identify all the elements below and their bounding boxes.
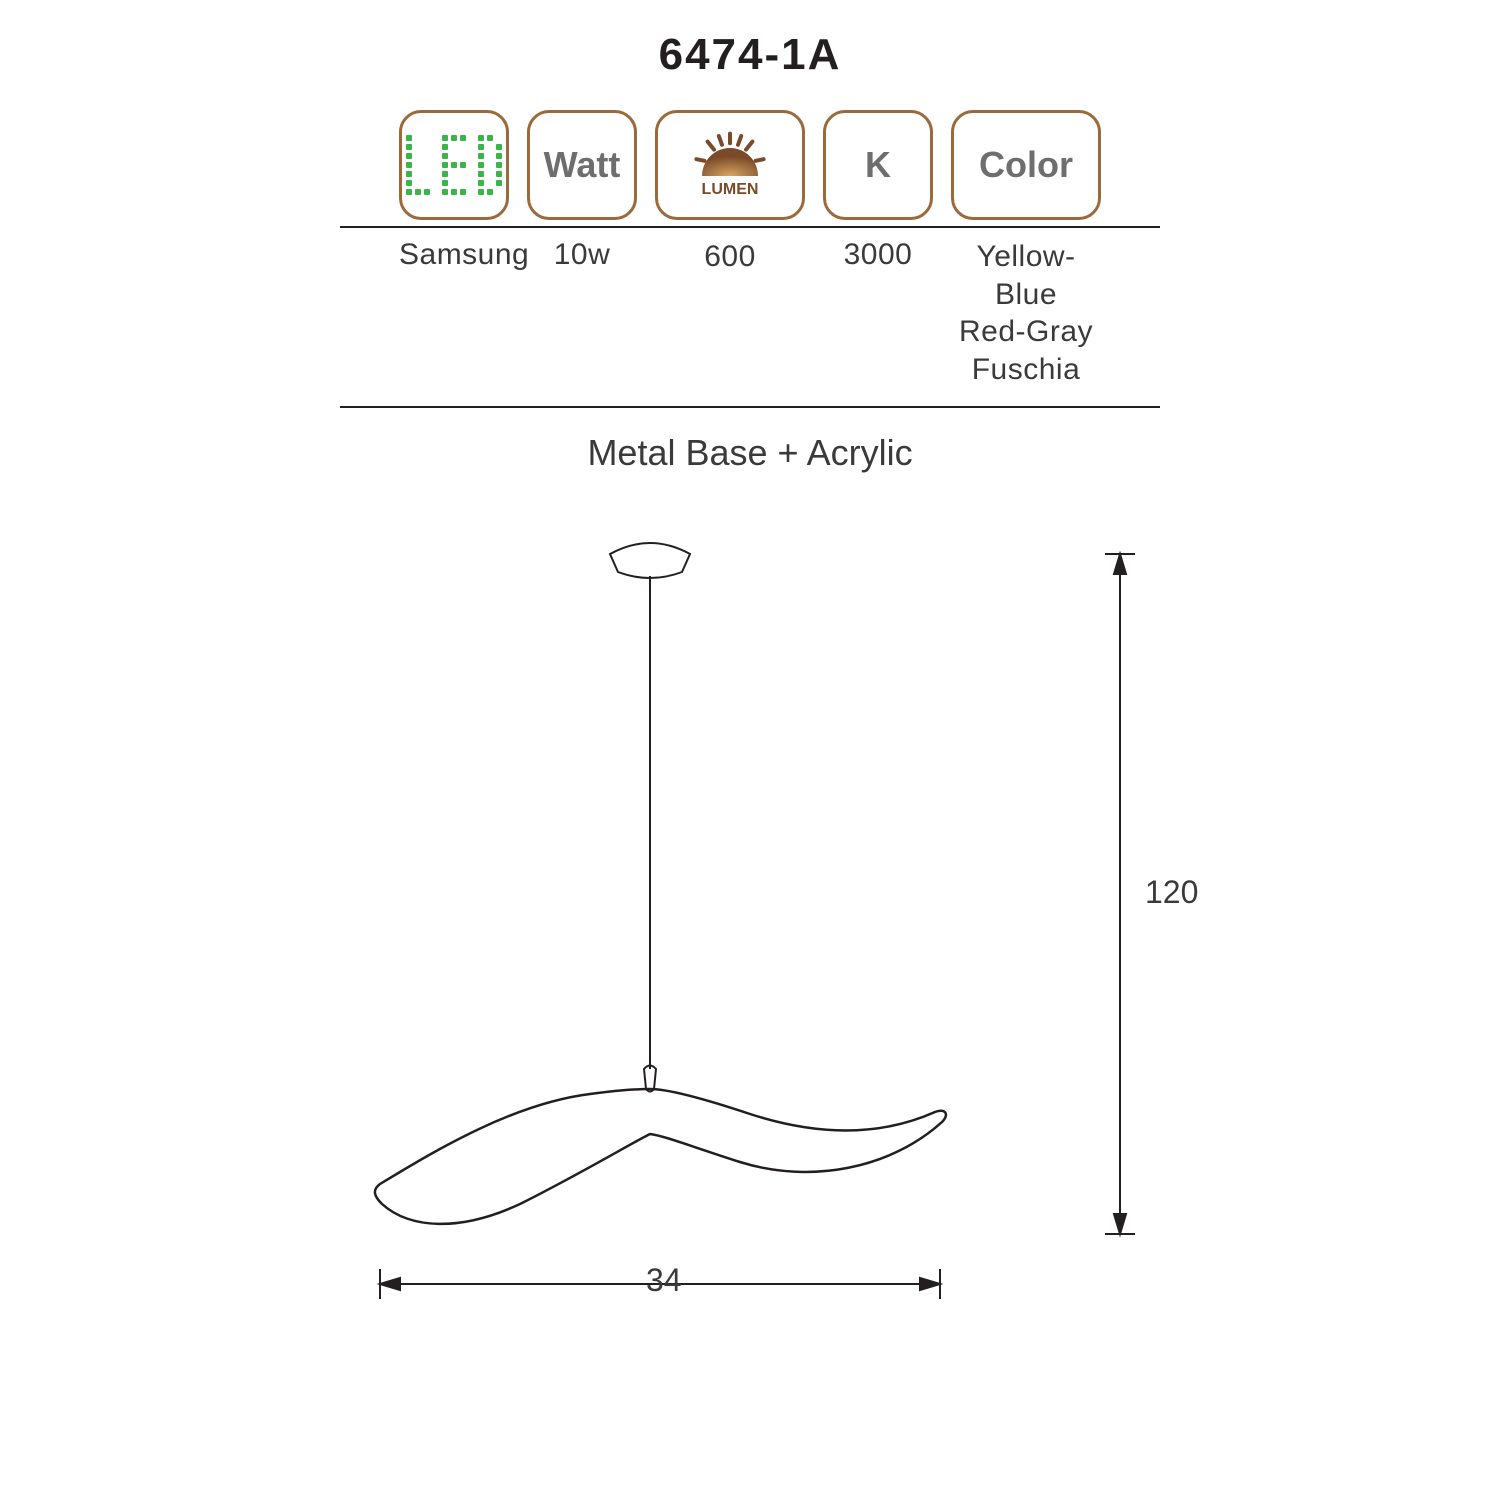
dimension-width: 34 bbox=[646, 1262, 682, 1299]
led-icon bbox=[406, 135, 502, 195]
technical-drawing: 34 120 bbox=[250, 514, 1250, 1334]
badge-kelvin-label: K bbox=[865, 144, 891, 186]
spec-values-row: Samsung 10w 600 3000 Yellow-Blue Red-Gra… bbox=[150, 238, 1350, 388]
badge-lumen: LUMEN bbox=[655, 110, 805, 220]
badge-kelvin: K bbox=[823, 110, 933, 220]
sun-icon bbox=[690, 131, 770, 181]
value-color: Yellow-Blue Red-Gray Fuschia bbox=[951, 238, 1101, 388]
badge-led bbox=[399, 110, 509, 220]
spec-badges-row: Watt bbox=[150, 110, 1350, 220]
value-color-line3: Fuschia bbox=[951, 351, 1101, 389]
dimension-height: 120 bbox=[1145, 874, 1198, 911]
divider-bottom bbox=[340, 406, 1160, 408]
value-color-line1: Yellow-Blue bbox=[951, 238, 1101, 313]
value-kelvin: 3000 bbox=[823, 238, 933, 388]
badge-lumen-label: LUMEN bbox=[702, 181, 759, 199]
value-color-line2: Red-Gray bbox=[951, 313, 1101, 351]
value-lumen: 600 bbox=[655, 238, 805, 388]
model-number: 6474-1A bbox=[150, 30, 1350, 80]
value-led: Samsung bbox=[399, 238, 509, 388]
badge-watt: Watt bbox=[527, 110, 637, 220]
badge-color-label: Color bbox=[979, 144, 1073, 186]
badge-color: Color bbox=[951, 110, 1101, 220]
divider-top bbox=[340, 226, 1160, 228]
value-watt: 10w bbox=[527, 238, 637, 388]
material-text: Metal Base + Acrylic bbox=[150, 432, 1350, 474]
badge-watt-label: Watt bbox=[544, 144, 621, 186]
